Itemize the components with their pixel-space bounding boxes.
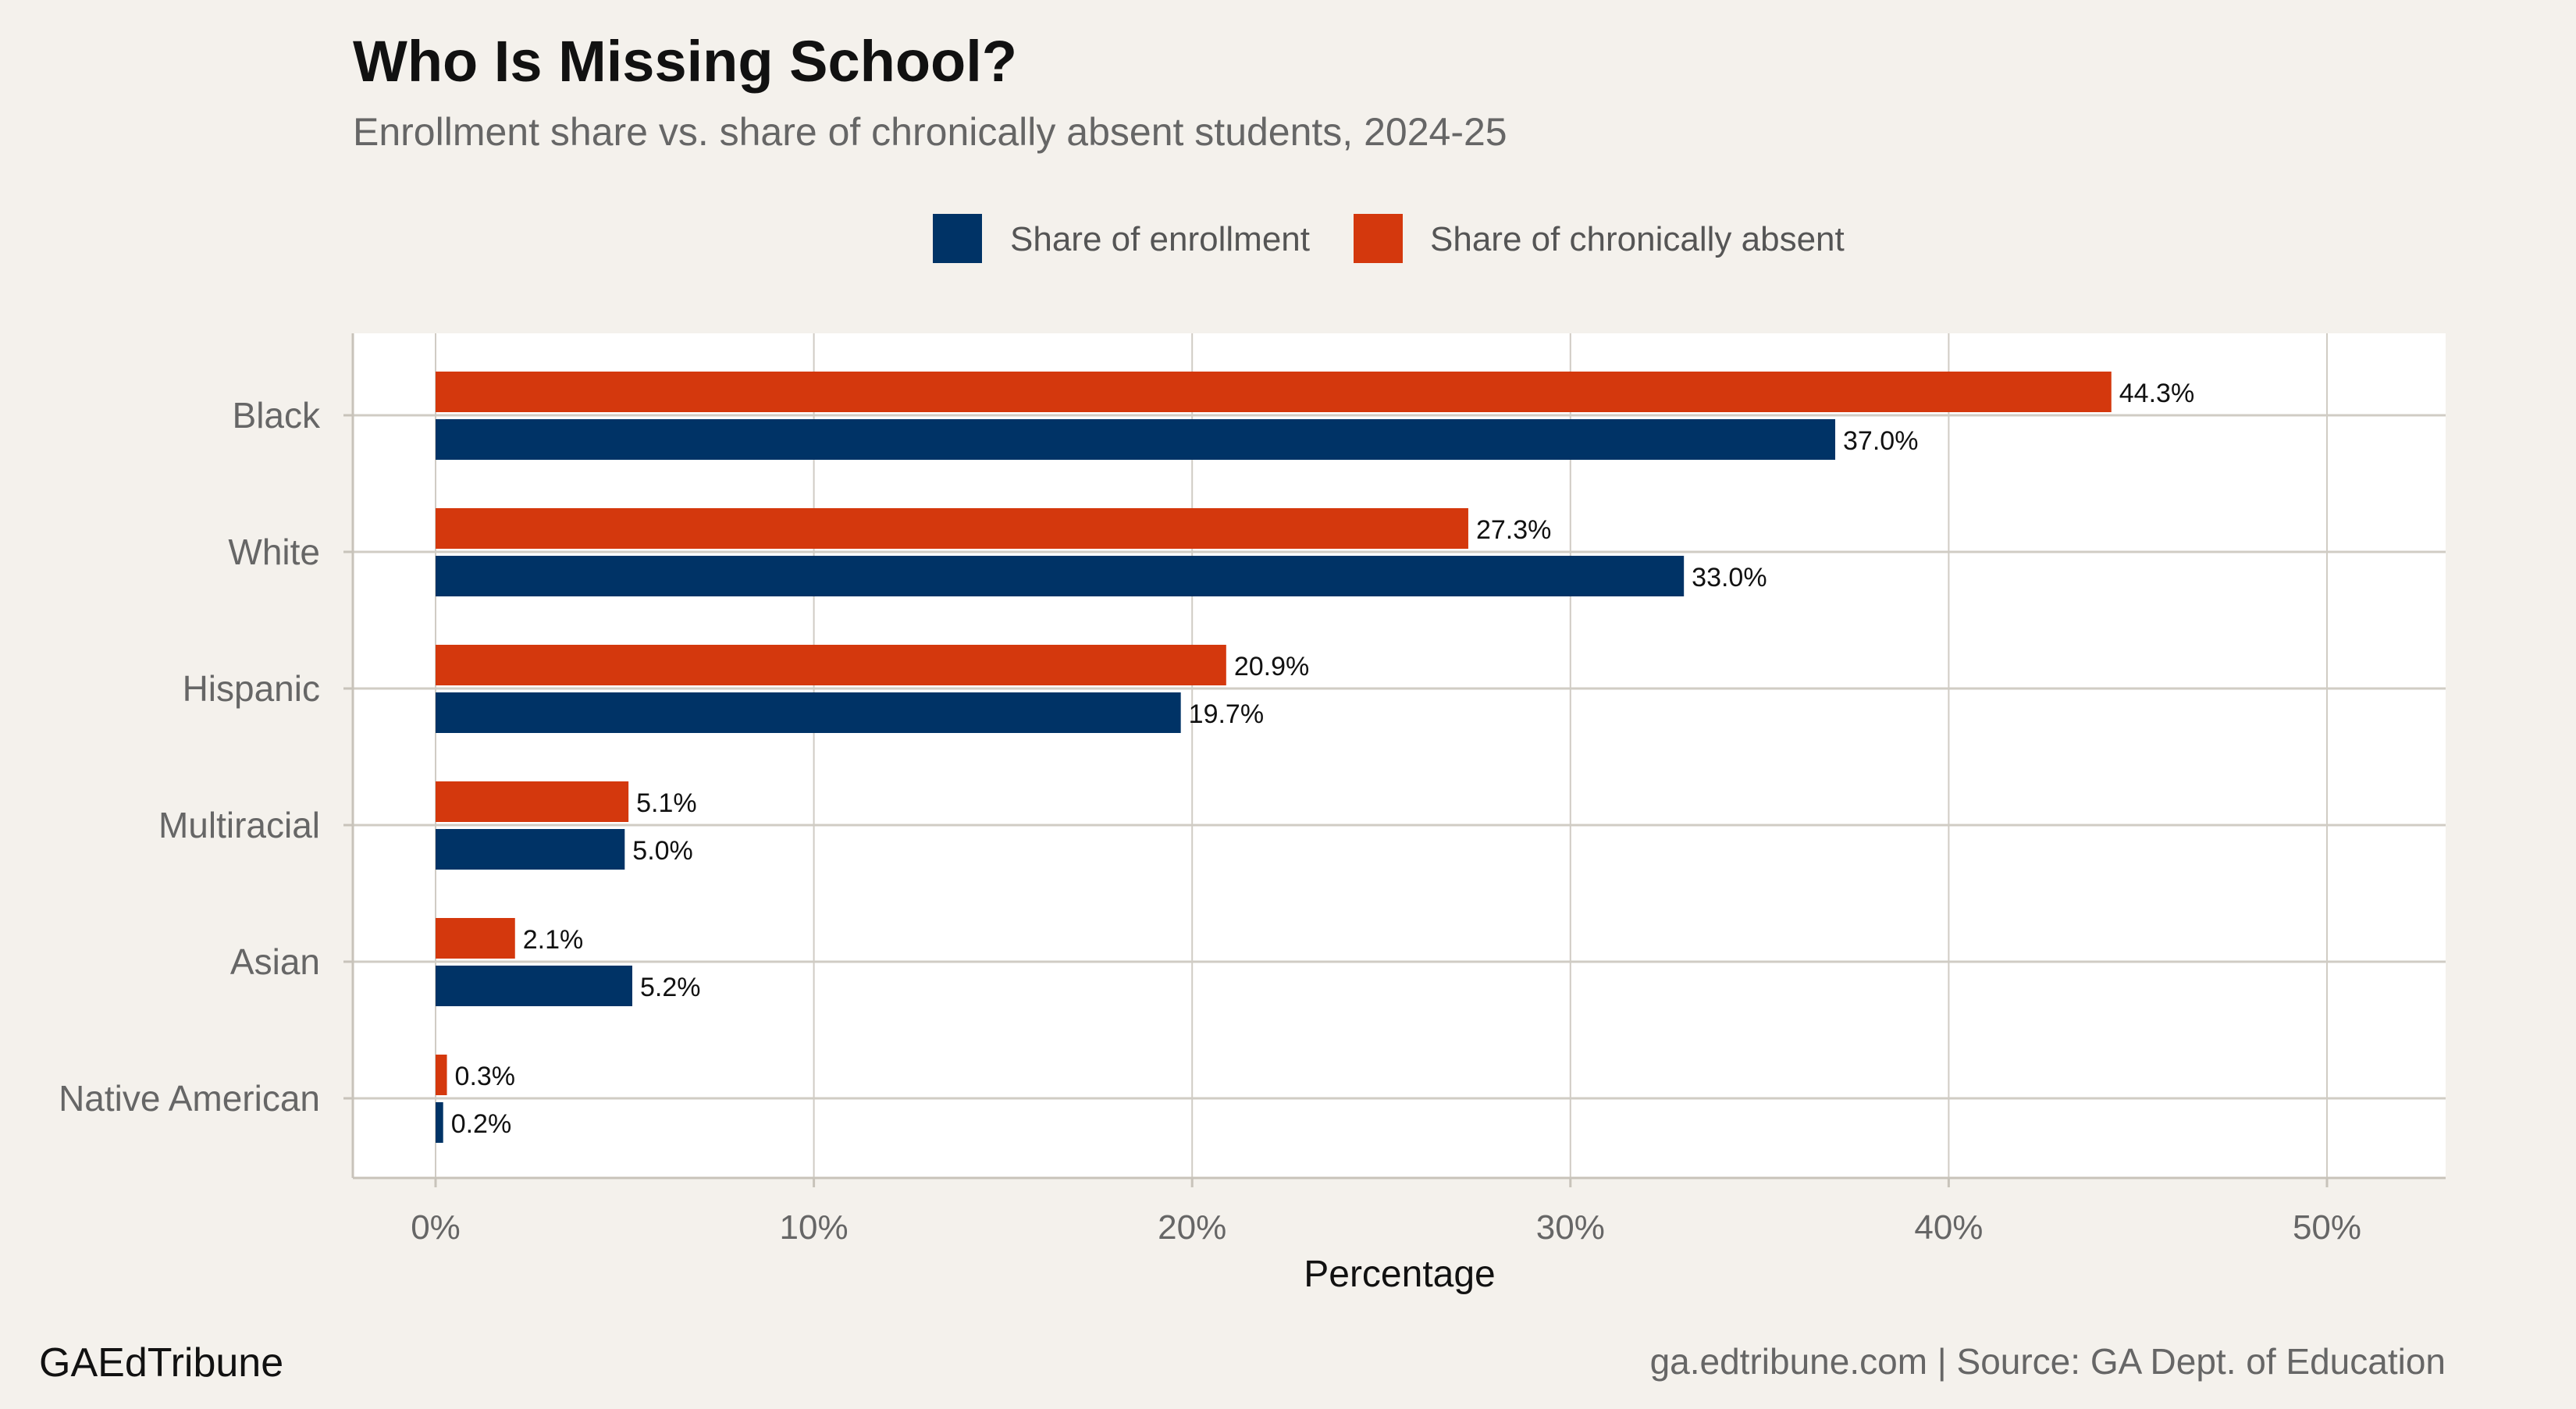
- legend-label-absent: Share of chronically absent: [1430, 220, 1845, 258]
- bars: 44.3% 37.0% 27.3% 33.0% 20.9% 19.7% 5.1% 5.0% 2.…: [436, 372, 2194, 1143]
- data-label-enrollment: 19.7%: [1189, 699, 1264, 729]
- y-tick-label: Asian: [230, 941, 320, 982]
- x-axis-title: Percentage: [1304, 1254, 1496, 1295]
- bar-enrollment: [436, 556, 1685, 596]
- y-tick-label: Multiracial: [158, 805, 320, 845]
- plot-panel: [353, 333, 2446, 1178]
- bar-enrollment: [436, 966, 632, 1006]
- bar-enrollment: [436, 829, 625, 870]
- bar-absent: [436, 781, 629, 822]
- x-tick-label: 50%: [2293, 1208, 2361, 1247]
- legend-swatch-enrollment: [933, 214, 982, 263]
- footer-brand: GAEdTribune: [39, 1340, 283, 1386]
- data-label-enrollment: 5.0%: [632, 836, 693, 866]
- y-tick-label: White: [228, 532, 320, 572]
- axes: 0% 10% 20% 30% 40% 50% Black White Hispanic Multi…: [59, 333, 2446, 1247]
- data-label-absent: 0.3%: [455, 1062, 516, 1091]
- bar-enrollment: [436, 692, 1181, 733]
- data-label-enrollment: 37.0%: [1843, 426, 1918, 456]
- data-label-absent: 2.1%: [523, 925, 584, 955]
- chart-subtitle: Enrollment share vs. share of chronicall…: [353, 110, 1507, 154]
- bar-absent: [436, 372, 2112, 412]
- chart-title: Who Is Missing School?: [353, 29, 1017, 94]
- x-tick-label: 10%: [780, 1208, 849, 1247]
- x-tick-label: 40%: [1914, 1208, 1983, 1247]
- footer-source: ga.edtribune.com | Source: GA Dept. of E…: [1650, 1341, 2446, 1382]
- x-tick-label: 20%: [1158, 1208, 1226, 1247]
- data-label-absent: 5.1%: [636, 788, 697, 818]
- y-tick-label: Native American: [59, 1078, 320, 1119]
- x-tick-label: 0%: [411, 1208, 461, 1247]
- data-label-enrollment: 33.0%: [1692, 563, 1767, 592]
- legend-label-enrollment: Share of enrollment: [1010, 220, 1310, 258]
- bar-absent: [436, 1055, 447, 1095]
- legend-swatch-absent: [1354, 214, 1403, 263]
- bar-absent: [436, 918, 515, 959]
- x-tick-label: 30%: [1536, 1208, 1605, 1247]
- data-label-absent: 44.3%: [2119, 379, 2194, 408]
- y-tick-label: Black: [233, 395, 321, 436]
- data-label-enrollment: 5.2%: [640, 973, 701, 1002]
- bar-absent: [436, 645, 1226, 685]
- gridlines: [353, 333, 2446, 1178]
- bar-enrollment: [436, 1102, 443, 1143]
- bar-enrollment: [436, 419, 1836, 460]
- data-label-enrollment: 0.2%: [451, 1109, 512, 1139]
- y-tick-label: Hispanic: [183, 668, 320, 709]
- legend: Share of enrollment Share of chronically…: [933, 214, 1845, 263]
- bar-absent: [436, 508, 1468, 549]
- data-label-absent: 20.9%: [1234, 652, 1309, 681]
- data-label-absent: 27.3%: [1476, 515, 1551, 545]
